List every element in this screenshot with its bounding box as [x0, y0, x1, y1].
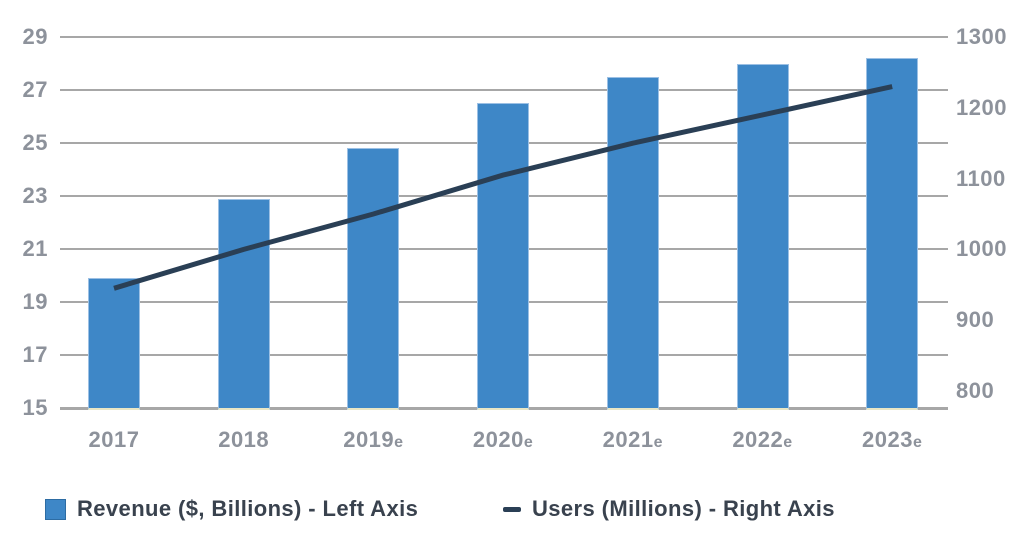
left-axis-tick-label: 19: [22, 289, 48, 314]
users-line-swatch-icon: [503, 507, 521, 512]
revenue-bar: [477, 103, 530, 410]
revenue-bar: [606, 76, 659, 410]
right-axis-tick-label: 1200: [956, 94, 1007, 120]
x-axis-label: 2019e: [308, 427, 438, 456]
x-axis-estimate-suffix: e: [394, 434, 404, 451]
x-axis-estimate-suffix: e: [523, 434, 534, 451]
left-axis-tick-label: 29: [22, 24, 48, 49]
x-axis-estimate-suffix: e: [912, 434, 923, 451]
x-axis-estimate-suffix: e: [783, 434, 793, 451]
right-axis-tick-label: 1100: [956, 165, 1006, 191]
revenue-bar: [88, 278, 140, 410]
right-axis-tick-label: 900: [956, 307, 995, 333]
x-axis-year: 2021: [602, 427, 654, 452]
x-axis-label: 2023e: [827, 427, 957, 456]
x-axis-year: 2023: [862, 427, 913, 452]
x-axis-label: 2018: [179, 427, 309, 453]
revenue-bar: [736, 63, 789, 410]
gridline: [60, 36, 948, 38]
legend-item-users: Users (Millions) - Right Axis: [503, 494, 835, 524]
revenue-bar: [866, 58, 919, 410]
left-axis-tick-label: 21: [22, 236, 48, 261]
x-axis-year: 2018: [218, 427, 270, 452]
revenue-bar: [217, 198, 270, 410]
x-axis-label: 2022e: [698, 427, 828, 456]
left-axis-tick-label: 25: [22, 130, 48, 155]
legend-label-users: Users (Millions) - Right Axis: [532, 496, 835, 521]
x-axis-year: 2022: [732, 427, 784, 452]
legend-item-revenue: Revenue ($, Billions) - Left Axis: [45, 494, 418, 524]
gridline: [60, 89, 948, 91]
legend-label-revenue: Revenue ($, Billions) - Left Axis: [77, 496, 419, 521]
right-axis-tick-label: 1300: [956, 24, 1007, 49]
x-axis-year: 2019: [343, 427, 395, 452]
x-axis-label: 2017: [49, 427, 179, 453]
right-axis-tick-label: 1000: [956, 236, 1007, 262]
left-axis-tick-label: 27: [22, 77, 48, 102]
revenue-bar-swatch-icon: [45, 498, 66, 520]
x-axis-label: 2020e: [438, 427, 568, 456]
x-axis-label: 2021e: [568, 427, 698, 456]
legend: Revenue ($, Billions) - Left Axis Users …: [0, 494, 1024, 534]
x-axis-year: 2017: [88, 427, 140, 452]
x-axis-year: 2020: [472, 427, 524, 452]
right-axis-tick-label: 800: [956, 378, 995, 403]
left-axis-tick-label: 17: [22, 342, 48, 367]
revenue-bar: [347, 148, 400, 410]
left-axis-tick-label: 23: [22, 183, 48, 208]
left-axis-tick-label: 15: [22, 395, 48, 420]
x-axis-estimate-suffix: e: [653, 434, 663, 451]
